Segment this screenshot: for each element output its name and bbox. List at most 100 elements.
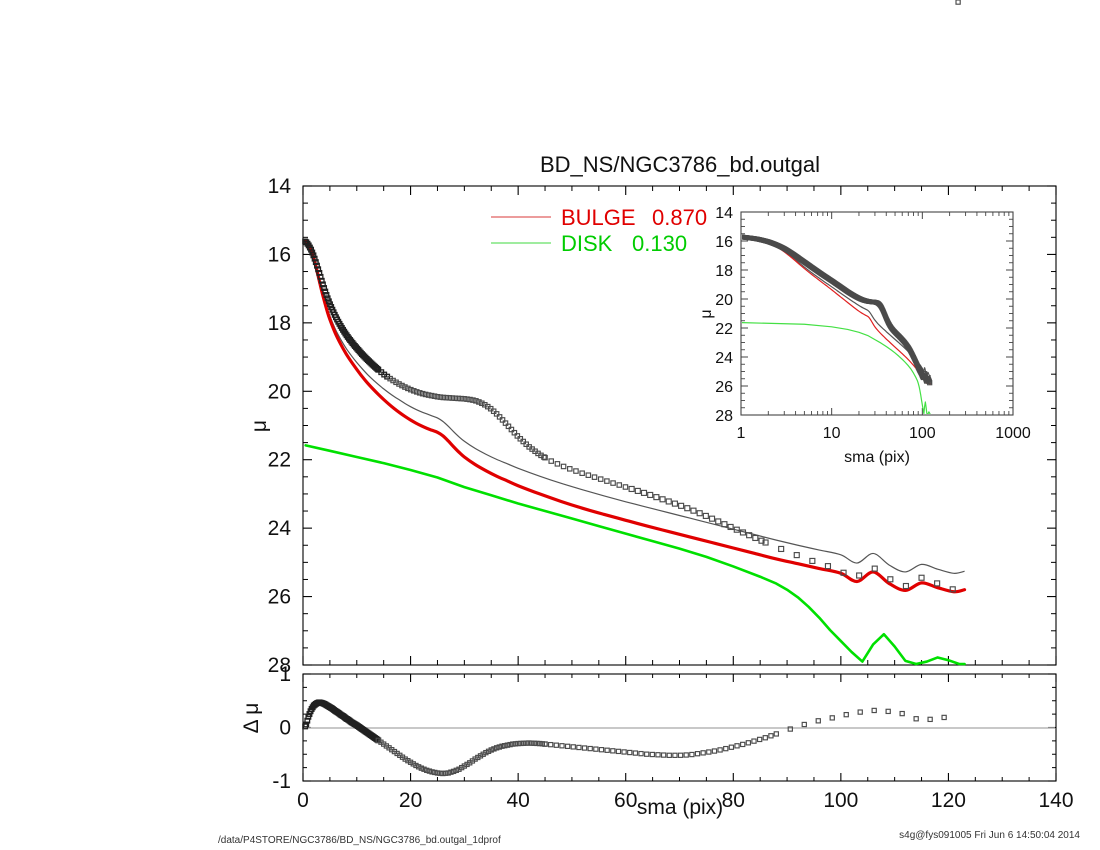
- residual-data-marker: [927, 716, 933, 723]
- residual-data-marker: [536, 740, 543, 747]
- main-data-marker: [949, 586, 956, 593]
- main-ytick-label: 24: [268, 517, 292, 540]
- main-data-marker: [659, 496, 666, 503]
- residual-data-marker: [666, 752, 672, 758]
- main-panel-ylabel: μ: [248, 420, 271, 432]
- inset-ytick-label: 26: [715, 379, 733, 396]
- main-data-marker: [622, 484, 629, 490]
- main-data-marker: [467, 396, 473, 403]
- residual-data-marker: [728, 744, 735, 750]
- footer-session: s4g@fys091005 Fri Jun 6 14:50:04 2014: [899, 830, 1080, 841]
- main-data-marker: [318, 277, 325, 284]
- main-data-marker: [312, 259, 319, 266]
- inset-panel-frame: [740, 211, 1014, 416]
- main-data-marker: [323, 292, 330, 298]
- inset-xtick-label: 100: [909, 425, 936, 442]
- main-data-marker: [319, 281, 326, 288]
- main-panel-ticks: [302, 185, 1057, 666]
- residual-panel-xtick-labels: 0 20 40 60 80 100 120 140: [297, 789, 1073, 812]
- main-data-marker: [702, 512, 709, 520]
- main-data-marker: [428, 392, 435, 399]
- residual-data-marker: [502, 743, 508, 749]
- legend-label-bulge: BULGE: [561, 205, 636, 230]
- residual-data-marker: [491, 746, 497, 752]
- main-data-marker: [597, 476, 604, 482]
- main-data-marker: [758, 537, 765, 544]
- residual-data-marker: [485, 748, 492, 754]
- residual-data-marker: [660, 752, 667, 758]
- residual-data-marker: [564, 743, 571, 750]
- residual-data-marker: [615, 748, 622, 755]
- residual-data-marker: [418, 765, 425, 771]
- main-data-marker: [411, 388, 417, 394]
- main-ytick-label: 16: [268, 243, 291, 266]
- residual-data-marker: [304, 717, 311, 724]
- main-data-marker: [434, 393, 441, 400]
- residual-data-marker: [531, 740, 537, 746]
- residual-data-marker: [913, 716, 919, 722]
- main-data-marker: [443, 394, 450, 401]
- main-data-marker: [541, 454, 547, 460]
- main-data-marker: [422, 391, 429, 398]
- residual-data-marker: [424, 767, 430, 773]
- residual-ytick-label: -1: [272, 770, 291, 793]
- residual-data-marker: [787, 726, 793, 732]
- main-panel-ytick-labels: 14 16 18 20 22 24 26 28: [268, 175, 292, 677]
- main-data-marker: [322, 288, 329, 295]
- inset-ytick-label: 24: [715, 350, 733, 367]
- main-data-marker: [604, 478, 610, 484]
- residual-data-marker: [437, 770, 443, 776]
- main-data-marker: [455, 395, 461, 402]
- main-data-marker: [508, 426, 515, 433]
- residual-data-marker: [644, 751, 650, 757]
- inset-data-marker: [927, 380, 933, 386]
- main-data-marker: [452, 395, 458, 402]
- residual-panel-ticks: [302, 673, 1057, 782]
- main-data-marker: [752, 534, 759, 542]
- residual-data-marker: [483, 749, 489, 756]
- residual-data-marker: [871, 707, 877, 714]
- residual-data-marker: [751, 738, 757, 744]
- main-data-marker: [311, 255, 318, 262]
- main-data-marker: [315, 266, 322, 273]
- main-data-marker: [440, 394, 447, 401]
- residual-data-marker: [432, 769, 438, 776]
- inset-panel-ylabel: μ: [698, 309, 715, 318]
- residual-data-marker: [829, 715, 835, 721]
- legend-label-disk: DISK: [561, 231, 613, 256]
- main-data-marker: [616, 482, 623, 488]
- main-data-marker: [721, 521, 728, 528]
- residual-data-marker: [801, 721, 807, 728]
- main-data-marker: [458, 395, 464, 402]
- main-data-marker: [762, 539, 769, 546]
- main-data-marker: [585, 472, 592, 478]
- residual-data-marker: [610, 748, 616, 754]
- residual-data-marker: [899, 710, 905, 717]
- residual-data-marker: [526, 740, 532, 746]
- residual-data-marker: [768, 733, 774, 739]
- inset-ytick-label: 28: [715, 408, 733, 425]
- legend-value-bulge: 0.870: [652, 205, 707, 230]
- residual-data-marker: [711, 748, 718, 754]
- main-data-marker: [514, 433, 521, 439]
- residual-data-marker: [638, 750, 644, 757]
- residual-data-marker: [756, 736, 763, 743]
- main-data-marker: [610, 480, 616, 486]
- residual-data-marker: [534, 740, 540, 747]
- inset-panel-datapoints: [742, 234, 933, 386]
- residual-data-marker: [548, 741, 554, 748]
- residual-data-marker: [734, 743, 740, 749]
- main-data-marker: [431, 393, 438, 399]
- main-ytick-label: 20: [268, 380, 291, 403]
- residual-data-marker: [440, 770, 446, 777]
- residual-ytick-label: 1: [279, 663, 291, 686]
- main-data-marker: [739, 529, 747, 536]
- main-data-marker: [314, 262, 320, 269]
- residual-data-marker: [539, 741, 546, 747]
- main-data-marker: [871, 565, 878, 572]
- main-data-marker: [548, 458, 554, 464]
- residual-data-marker: [504, 742, 511, 748]
- inset-ytick-label: 20: [715, 292, 733, 309]
- main-data-marker: [416, 390, 423, 396]
